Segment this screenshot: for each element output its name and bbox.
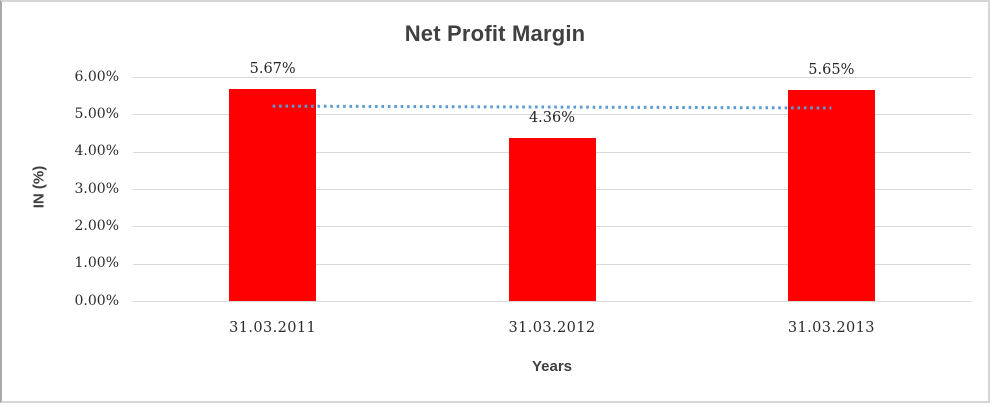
gridline	[133, 77, 971, 78]
x-axis-tick-label: 31.03.2011	[229, 320, 317, 336]
bar	[229, 89, 317, 301]
y-axis-title: IN (%)	[30, 165, 48, 209]
y-axis-tick-label: 2.00%	[74, 217, 119, 234]
bar-data-label: 5.67%	[249, 61, 296, 78]
gridline	[133, 301, 971, 302]
y-axis-tick-label: 1.00%	[74, 255, 119, 272]
y-axis-tick-label: 6.00%	[74, 68, 119, 85]
y-axis-tick-label: 5.00%	[74, 105, 119, 122]
x-axis-title: Years	[531, 358, 573, 375]
trendline	[272, 104, 832, 110]
bar	[787, 90, 875, 301]
bar	[508, 138, 596, 301]
plot-area: 0.00% 1.00% 2.00% 3.00% 4.00% 5.00% 6.00% 5.67%…	[75, 61, 971, 336]
gridline	[133, 114, 971, 116]
bar-data-label: 4.36%	[528, 110, 576, 127]
x-axis-tick-label: 31.03.2012	[508, 320, 596, 336]
y-axis-tick-label: 0.00%	[74, 292, 119, 309]
bar-data-label: 5.65%	[808, 62, 855, 79]
y-axis-tick-label: 3.00%	[74, 180, 119, 197]
chart-title: Net Profit Margin	[404, 21, 586, 46]
y-axis-tick-label: 4.00%	[74, 143, 119, 160]
x-axis-tick-label: 31.03.2013	[787, 320, 875, 336]
